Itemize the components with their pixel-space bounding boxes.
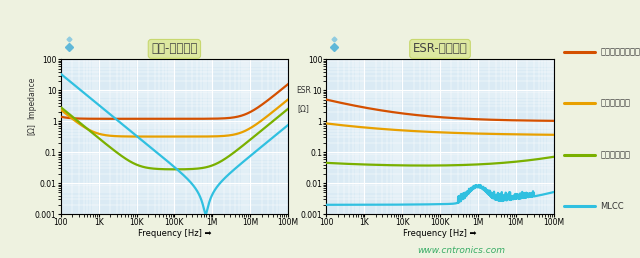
Title: ESR-频率特性: ESR-频率特性 (413, 42, 467, 55)
Text: MLCC: MLCC (600, 202, 624, 211)
Text: 普通铝电解电容器: 普通铝电解电容器 (600, 47, 640, 56)
Text: ESR: ESR (296, 86, 311, 95)
Text: Impedance: Impedance (27, 77, 36, 119)
Title: 阻抗-频率特性: 阻抗-频率特性 (151, 42, 198, 55)
X-axis label: Frequency [Hz] ➡: Frequency [Hz] ➡ (138, 229, 211, 238)
Text: 鱽电解电容器: 鱽电解电容器 (600, 99, 630, 108)
Text: 功能性高分子: 功能性高分子 (600, 150, 630, 159)
Text: [Ω]: [Ω] (27, 123, 36, 135)
Text: [Ω]: [Ω] (298, 104, 310, 113)
X-axis label: Frequency [Hz] ➡: Frequency [Hz] ➡ (403, 229, 477, 238)
Text: www.cntronics.com: www.cntronics.com (417, 246, 505, 255)
